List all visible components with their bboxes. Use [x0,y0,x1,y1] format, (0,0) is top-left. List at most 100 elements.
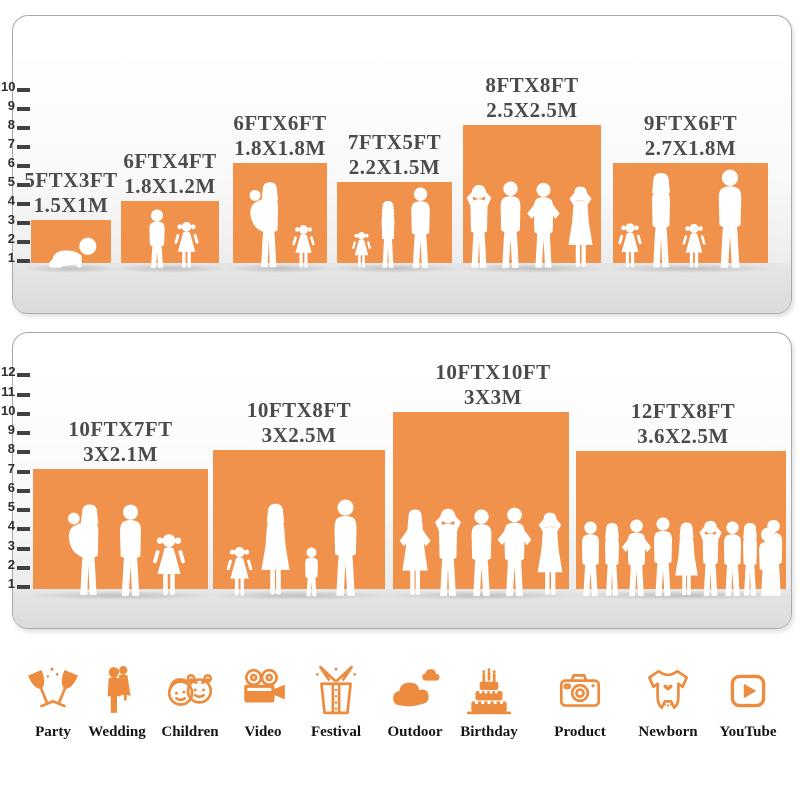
backdrop-size-ft: 9FTX6FT [643,111,738,135]
category-festival: Festival [288,664,384,741]
backdrop-size-m: 1.5X1M [33,193,109,217]
tick-label: 5 [7,174,15,189]
wedding-couple-icon [107,666,131,713]
backdrop-9ftx6ft [613,163,768,263]
panel-small-medium: 10 9 8 7 6 5 4 3 2 1 5FTX3FT 1.5X1M 6FTX… [1,15,792,314]
tick-mark [17,508,30,512]
panel-medium-large: 12 11 10 9 8 7 6 5 4 3 2 1 10FTX7FT 3X2.… [1,332,796,629]
tick-9: 9 [1,98,30,114]
backdrop-size-ft: 8FTX8FT [485,73,579,97]
tick-9: 9 [1,422,30,438]
backdrop-label: 10FTX7FT 3X2.1M [23,417,218,467]
category-label: Festival [311,724,361,740]
tick-label: 10 [1,79,16,94]
backdrop-10ftx8ft [213,450,385,589]
category-label: Party [35,724,71,740]
tick-7: 7 [1,461,30,477]
backdrop-10ftx7ft [33,469,208,589]
tick-5: 5 [1,174,30,190]
backdrop-size-m: 2.7X1.8M [644,136,737,160]
tick-label: 10 [1,403,16,418]
category-label: YouTube [719,724,777,740]
tick-label: 7 [7,461,15,476]
birthday-cake-icon [466,668,512,715]
tick-mark [17,527,30,531]
tick-label: 8 [7,441,15,456]
backdrop-6ftx4ft [121,201,219,263]
group-shadow [566,591,796,600]
backdrop-12ftx8ft [576,451,786,589]
tick-6: 6 [1,480,30,496]
group-shadow [111,264,229,273]
tick-10: 10 [1,403,30,419]
backdrop-size-m: 3X2.5M [261,423,337,447]
backdrop-7ftx5ft [337,182,452,263]
backdrop-size-ft: 10FTX8FT [246,398,352,422]
tick-label: 3 [7,212,15,227]
backdrop-size-m: 1.8X1.8M [234,136,326,160]
backdrop-label: 6FTX6FT 1.8X1.8M [203,111,357,161]
tick-mark [17,431,30,435]
tick-12: 12 [1,364,30,380]
tick-label: 7 [7,136,15,151]
youtube-play-icon [730,674,766,708]
backdrop-size-ft: 10FTX10FT [435,360,551,384]
backdrop-size-m: 3X2.1M [83,442,158,466]
backdrop-size-m: 2.2X1.5M [348,155,441,179]
category-newborn: Newborn [620,664,716,741]
group-shadow [453,264,611,273]
tick-label: 11 [1,384,15,399]
video-camera-icon [244,668,285,703]
category-party: Party [5,664,101,741]
tick-mark [17,566,30,570]
backdrop-size-ft: 10FTX7FT [68,417,173,441]
tick-mark [17,145,30,149]
backdrop-size-m: 3X3M [464,385,522,409]
tick-label: 1 [7,250,15,265]
tick-2: 2 [1,231,30,247]
tick-label: 12 [1,364,16,379]
backdrop-size-m: 2.5X2.5M [486,98,578,122]
tick-2: 2 [1,557,30,573]
backdrop-size-ft: 5FTX3FT [24,168,118,192]
tick-label: 1 [7,576,15,591]
backdrop-size-ft: 6FTX4FT [123,149,217,173]
backdrop-label: 7FTX5FT 2.2X1.5M [307,130,482,180]
floor-strip [13,263,791,313]
backdrop-5ftx3ft [31,220,111,263]
category-birthday: Birthday [441,664,537,741]
backdrop-label: 8FTX8FT 2.5X2.5M [433,73,631,123]
tick-1: 1 [1,250,30,266]
backdrop-size-m: 1.8X1.2M [124,174,216,198]
category-wedding: Wedding [69,664,165,741]
tick-mark [17,585,30,589]
tick-label: 3 [7,538,15,553]
tick-mark [17,202,30,206]
group-shadow [23,591,218,600]
tick-label: 2 [7,557,15,572]
tick-mark [17,259,30,263]
backdrop-label: 9FTX6FT 2.7X1.8M [583,111,798,161]
tick-mark [17,412,30,416]
tick-label: 9 [7,422,15,437]
tick-mark [17,470,30,474]
tick-mark [17,393,30,397]
category-label: Product [554,724,606,740]
tick-7: 7 [1,136,30,152]
backdrop-label: 10FTX8FT 3X2.5M [203,398,395,448]
tick-mark [17,183,30,187]
tick-3: 3 [1,212,30,228]
tick-4: 4 [1,518,30,534]
tick-3: 3 [1,538,30,554]
backdrop-size-ft: 12FTX8FT [630,399,736,423]
group-shadow [223,264,337,273]
tick-label: 6 [7,480,15,495]
outdoor-clouds-icon [393,669,440,707]
backdrop-label: 10FTX10FT 3X3M [383,360,603,410]
category-video: Video [215,664,311,741]
tick-mark [17,547,30,551]
tick-mark [17,88,30,92]
category-label: Children [161,724,219,740]
tick-4: 4 [1,193,30,209]
tick-label: 9 [7,98,15,113]
